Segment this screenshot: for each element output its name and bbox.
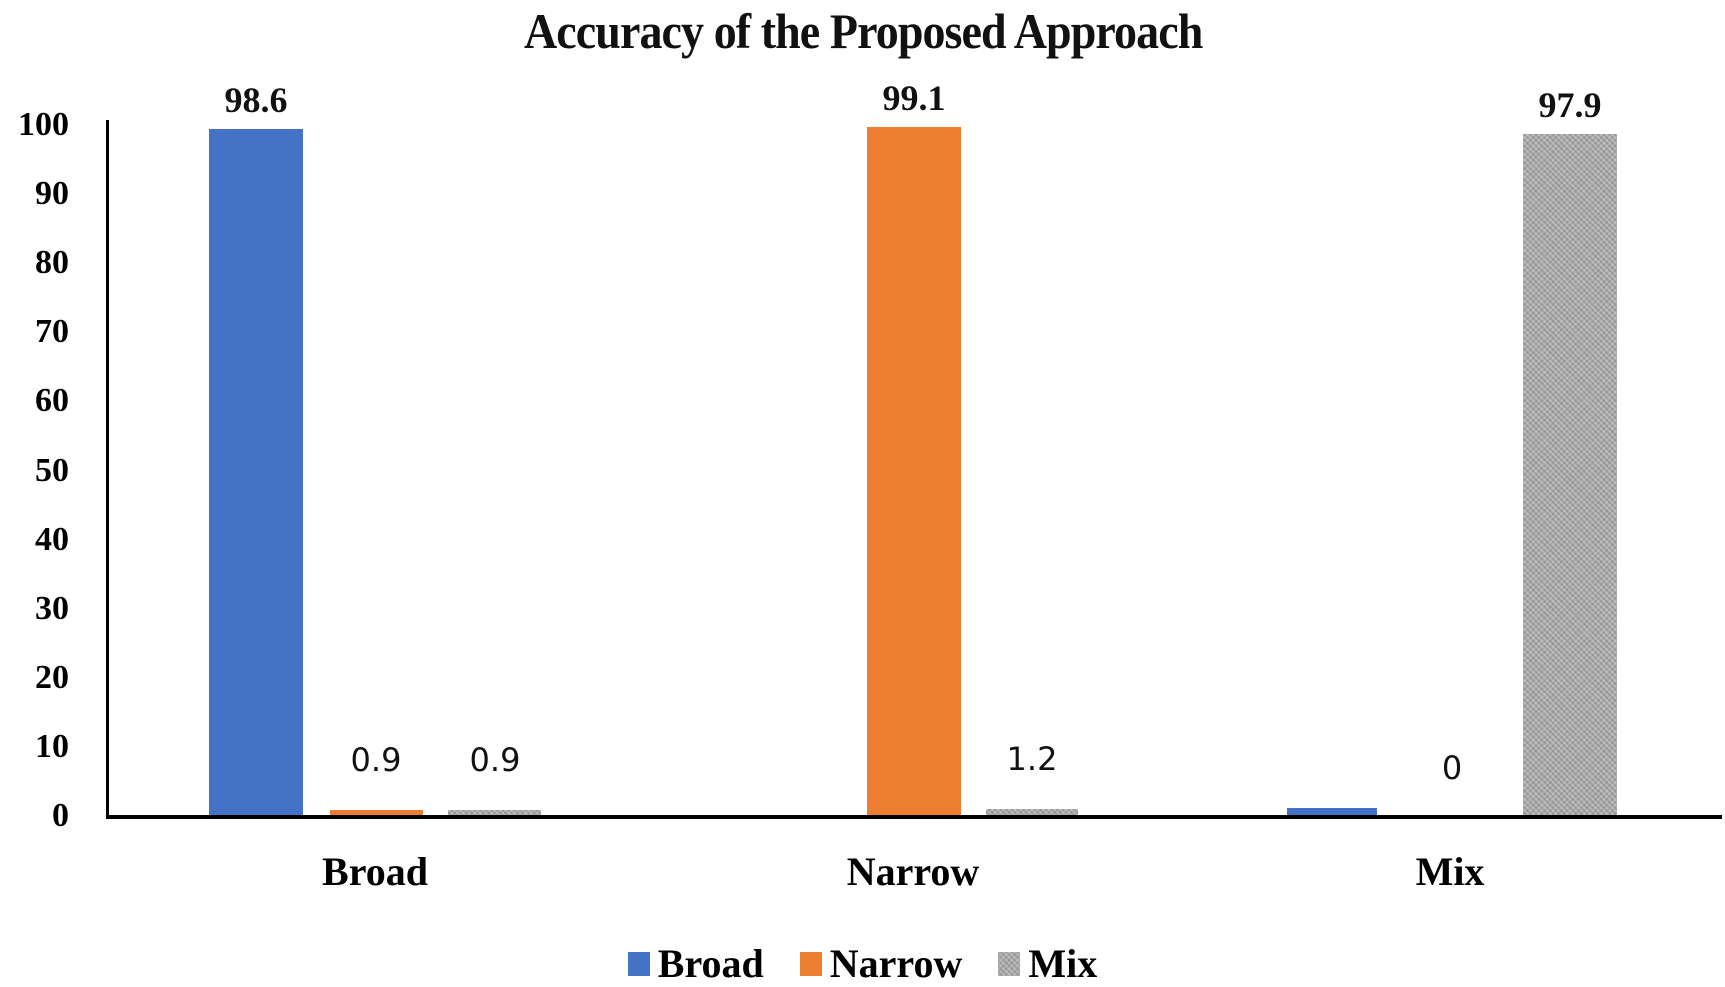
bar-narrow-mix	[986, 809, 1078, 816]
value-label-broad-narrow: 0.9	[350, 741, 402, 779]
value-label-mix-mix: 97.9	[1538, 85, 1602, 125]
value-label-mix-narrow: 0	[1441, 749, 1463, 787]
bar-broad-broad	[209, 129, 303, 816]
value-label-broad-broad: 98.6	[224, 80, 288, 120]
y-axis	[106, 120, 109, 818]
bar-narrow-narrow	[867, 127, 961, 816]
y-tick-0: 0	[52, 797, 69, 834]
bar-mix-broad	[1287, 808, 1377, 816]
legend-swatch-narrow-icon	[799, 951, 822, 976]
y-tick-30: 30	[35, 590, 69, 627]
y-tick-40: 40	[35, 521, 69, 558]
bar-mix-mix	[1523, 134, 1617, 816]
y-tick-20: 20	[35, 659, 69, 696]
legend-label-mix: Mix	[1028, 941, 1098, 986]
legend: Broad Narrow Mix	[0, 940, 1725, 987]
y-tick-90: 90	[35, 175, 69, 212]
value-label-narrow-mix: 1.2	[1006, 740, 1058, 778]
y-tick-50: 50	[35, 452, 69, 489]
legend-swatch-broad-icon	[627, 951, 650, 976]
category-label-broad: Broad	[322, 849, 428, 894]
y-tick-100: 100	[18, 106, 69, 143]
legend-label-narrow: Narrow	[829, 941, 963, 986]
bar-broad-narrow	[330, 810, 423, 816]
y-tick-10: 10	[35, 728, 69, 765]
y-tick-70: 70	[35, 313, 69, 350]
value-label-narrow-narrow: 99.1	[882, 78, 946, 118]
chart-title: Accuracy of the Proposed Approach	[524, 3, 1203, 59]
legend-label-broad: Broad	[657, 941, 764, 986]
y-tick-60: 60	[35, 382, 69, 419]
y-tick-80: 80	[35, 244, 69, 281]
legend-item-broad: Broad	[627, 940, 764, 987]
category-label-narrow: Narrow	[846, 849, 980, 894]
legend-swatch-mix-icon	[998, 951, 1021, 976]
legend-item-mix: Mix	[998, 940, 1097, 987]
category-label-mix: Mix	[1415, 849, 1485, 894]
value-label-broad-mix: 0.9	[469, 741, 521, 779]
legend-item-narrow: Narrow	[799, 940, 963, 987]
bar-broad-mix	[448, 810, 541, 816]
x-axis	[106, 815, 1722, 819]
